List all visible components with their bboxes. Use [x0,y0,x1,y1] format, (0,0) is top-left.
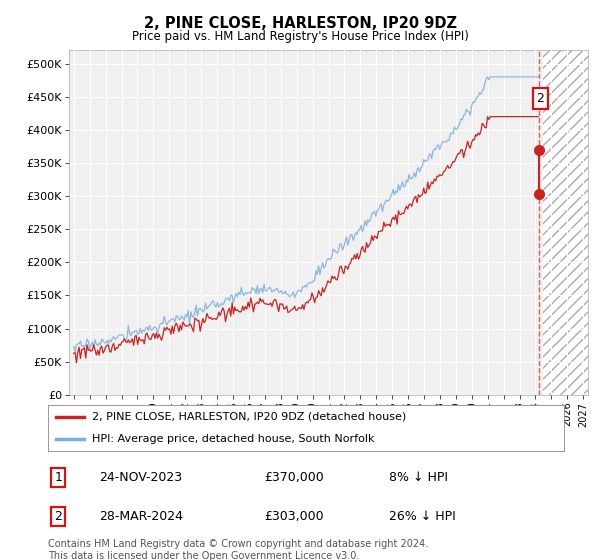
Text: Contains HM Land Registry data © Crown copyright and database right 2024.
This d: Contains HM Land Registry data © Crown c… [48,539,428,560]
Text: 24-NOV-2023: 24-NOV-2023 [100,471,183,484]
Text: 28-MAR-2024: 28-MAR-2024 [100,510,184,523]
Bar [544,50,600,395]
Text: 2: 2 [55,510,62,523]
Text: 26% ↓ HPI: 26% ↓ HPI [389,510,455,523]
Text: 2: 2 [536,92,544,105]
Text: HPI: Average price, detached house, South Norfolk: HPI: Average price, detached house, Sout… [92,434,374,444]
Text: Price paid vs. HM Land Registry's House Price Index (HPI): Price paid vs. HM Land Registry's House … [131,30,469,43]
Bar [544,50,600,395]
Text: £370,000: £370,000 [265,471,325,484]
Text: £303,000: £303,000 [265,510,325,523]
Text: 8% ↓ HPI: 8% ↓ HPI [389,471,448,484]
Text: 2, PINE CLOSE, HARLESTON, IP20 9DZ: 2, PINE CLOSE, HARLESTON, IP20 9DZ [143,16,457,31]
Text: 1: 1 [55,471,62,484]
Text: 2, PINE CLOSE, HARLESTON, IP20 9DZ (detached house): 2, PINE CLOSE, HARLESTON, IP20 9DZ (deta… [92,412,406,422]
